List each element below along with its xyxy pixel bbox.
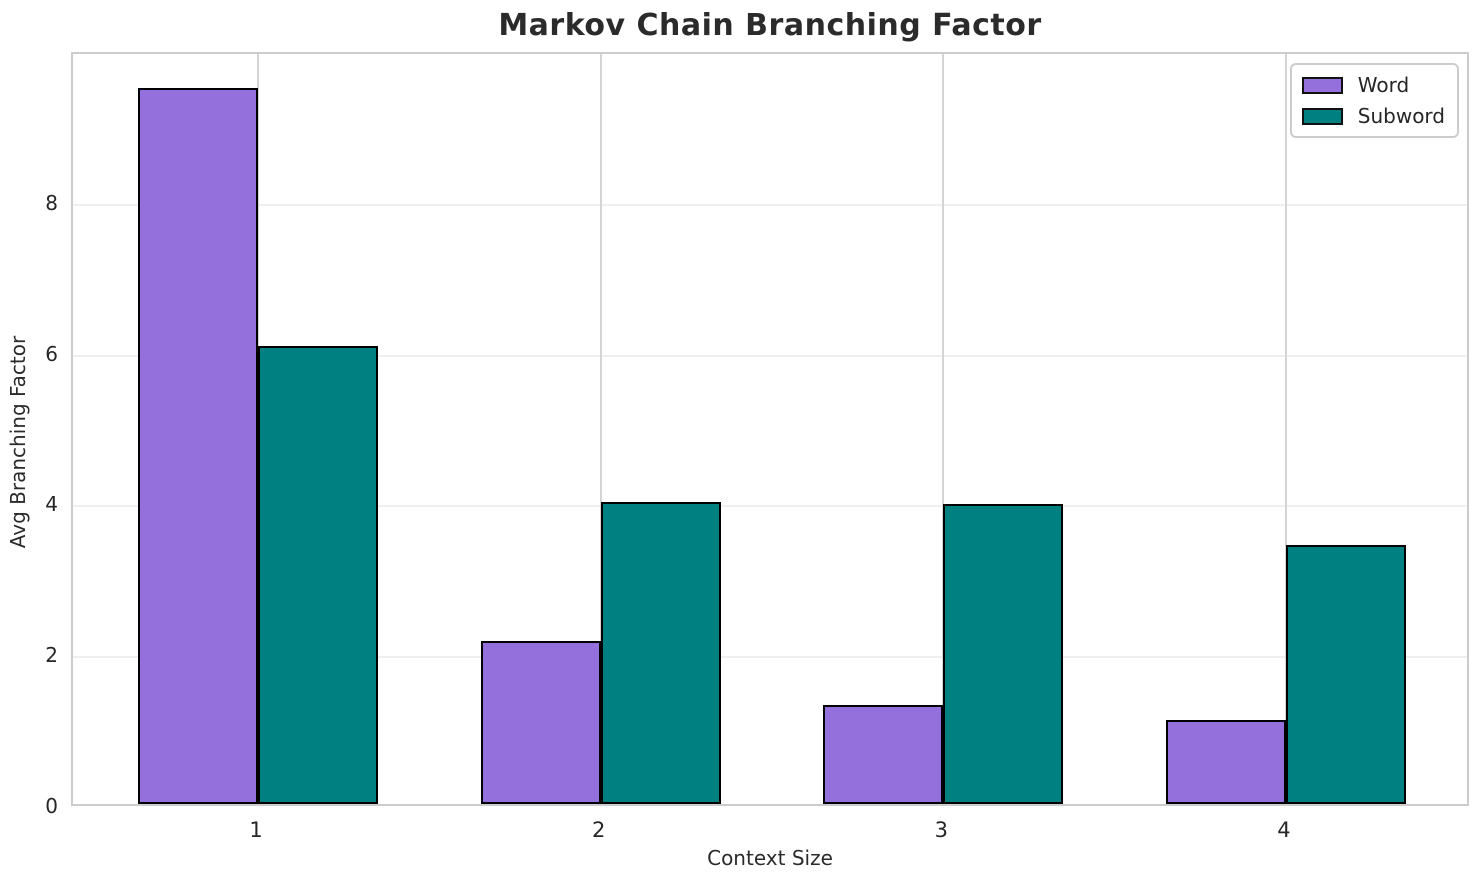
bar-word-context-4 — [1166, 720, 1286, 804]
y-tick-label-4: 4 — [45, 492, 58, 517]
bar-subword-context-1 — [258, 345, 378, 804]
horizontal-gridline-4 — [73, 505, 1467, 508]
y-tick-label-2: 2 — [45, 643, 58, 668]
x-tick-label-3: 3 — [934, 818, 948, 842]
bar-word-context-3 — [823, 705, 944, 804]
chart-title: Markov Chain Branching Factor — [498, 8, 1042, 43]
legend: Word Subword — [1289, 63, 1459, 138]
bar-word-context-1 — [138, 87, 259, 804]
vertical-gridline-3 — [942, 54, 945, 804]
legend-label-subword: Subword — [1357, 104, 1445, 128]
legend-swatch-word — [1301, 76, 1343, 94]
x-tick-label-2: 2 — [591, 818, 606, 842]
y-tick-label-0: 0 — [45, 794, 58, 818]
x-tick-label-1: 1 — [249, 818, 263, 842]
x-tick-label-4: 4 — [1277, 818, 1291, 842]
horizontal-gridline-6 — [73, 354, 1467, 357]
legend-item-word: Word — [1301, 73, 1445, 97]
x-axis-label: Context Size — [707, 846, 833, 870]
plot-area: Word Subword — [71, 52, 1469, 806]
legend-label-word: Word — [1357, 73, 1410, 97]
horizontal-gridline-2 — [73, 656, 1467, 659]
horizontal-gridline-8 — [73, 203, 1467, 206]
vertical-gridline-4 — [1284, 54, 1287, 804]
y-tick-label-8: 8 — [45, 190, 58, 215]
legend-swatch-subword — [1301, 107, 1343, 125]
legend-item-subword: Subword — [1301, 104, 1445, 128]
bar-subword-context-3 — [943, 503, 1064, 804]
bar-subword-context-2 — [600, 502, 721, 804]
bar-word-context-2 — [480, 641, 601, 804]
bar-subword-context-4 — [1285, 545, 1406, 804]
vertical-gridline-2 — [599, 54, 602, 804]
y-tick-label-6: 6 — [45, 341, 58, 366]
y-axis-label: Avg Branching Factor — [6, 335, 30, 549]
